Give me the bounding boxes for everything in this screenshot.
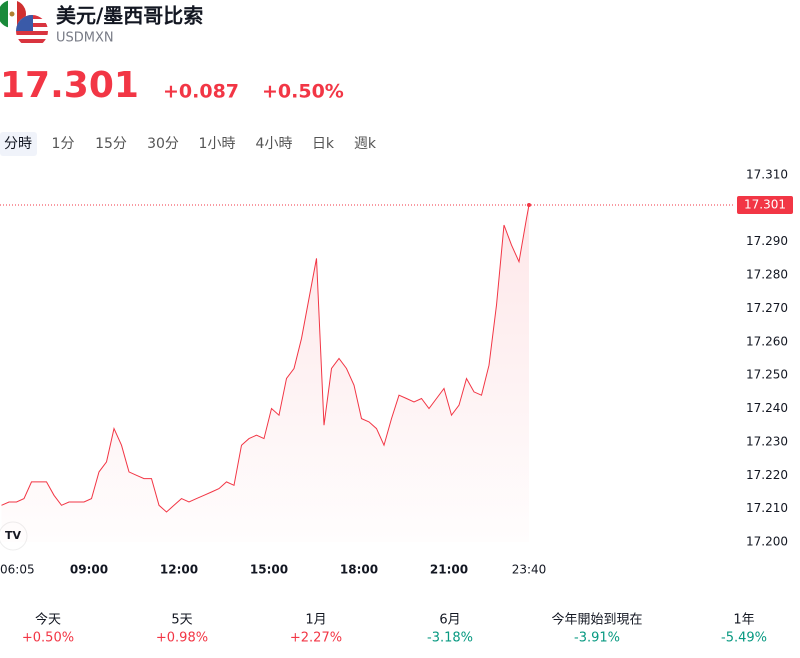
perf-label: 1年 xyxy=(733,613,754,628)
area xyxy=(1,205,529,542)
mx-flag xyxy=(0,0,26,28)
last-price-box xyxy=(737,196,793,215)
last-price-label: 17.301 xyxy=(744,198,786,212)
perf-label: 今天 xyxy=(35,612,61,628)
tab[interactable]: 1分 xyxy=(52,136,75,152)
line xyxy=(1,204,530,513)
x-tick-label: 21:00 xyxy=(430,563,468,577)
y-tick-label: 17.250 xyxy=(746,368,788,382)
y-tick-label: 17.280 xyxy=(746,268,788,282)
y-tick-label: 17.240 xyxy=(746,401,788,415)
us-flag xyxy=(16,15,48,47)
y-tick-label: 17.210 xyxy=(746,501,788,515)
active-tab-bg xyxy=(0,132,37,156)
x-tick-label: 23:40 xyxy=(512,563,547,577)
y-tick-label: 17.290 xyxy=(746,234,788,248)
change-pct: +0.50% xyxy=(262,81,344,103)
perf-value: +2.27% xyxy=(290,631,342,646)
title: 美元/墨西哥比索 xyxy=(56,4,203,28)
x-tick-label: 06:05 xyxy=(0,563,35,577)
x-tick-label: 18:00 xyxy=(340,563,378,577)
x-tick-label: 09:00 xyxy=(70,563,108,577)
perf-label: 6月 xyxy=(439,613,460,628)
y-tick-label: 17.310 xyxy=(746,168,788,182)
x-tick-label: 12:00 xyxy=(160,563,198,577)
perf-label: 5天 xyxy=(171,613,192,628)
y-tick-label: 17.220 xyxy=(746,468,788,482)
change: +0.087 xyxy=(163,81,239,103)
perf-value: +0.98% xyxy=(156,631,208,646)
tab[interactable]: 分時 xyxy=(4,136,32,152)
x-tick-label: 15:00 xyxy=(250,563,288,577)
tab[interactable]: 4小時 xyxy=(256,136,293,152)
perf-value: +0.50% xyxy=(22,631,74,646)
perf-label: 1月 xyxy=(305,613,326,628)
perf-label: 今年開始到現在 xyxy=(551,612,642,628)
price: 17.301 xyxy=(0,65,139,106)
tab[interactable]: 週k xyxy=(354,136,377,152)
tab[interactable]: 30分 xyxy=(147,136,179,152)
y-tick-label: 17.260 xyxy=(746,334,788,348)
tab[interactable]: 日k xyxy=(312,136,335,152)
tab[interactable]: 1小時 xyxy=(199,136,236,152)
perf-value: -3.91% xyxy=(574,631,620,646)
y-tick-label: 17.200 xyxy=(746,535,788,549)
y-tick-label: 17.270 xyxy=(746,301,788,315)
tab[interactable]: 15分 xyxy=(95,136,127,152)
last-point xyxy=(527,203,531,208)
perf-value: -5.49% xyxy=(721,631,767,646)
symbol: USDMXN xyxy=(56,31,114,46)
perf-value: -3.18% xyxy=(427,631,473,646)
y-tick-label: 17.230 xyxy=(746,434,788,448)
